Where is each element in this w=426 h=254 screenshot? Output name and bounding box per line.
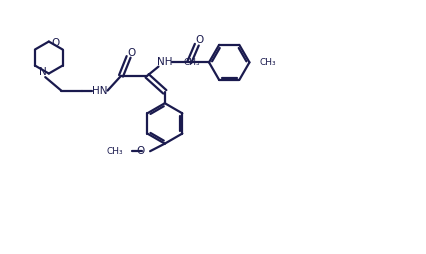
Text: N: N xyxy=(39,68,46,77)
Text: O: O xyxy=(137,146,145,156)
Text: O: O xyxy=(52,38,60,48)
Text: O: O xyxy=(196,36,204,45)
Text: O: O xyxy=(127,48,135,58)
Text: CH₃: CH₃ xyxy=(183,58,200,67)
Text: NH: NH xyxy=(157,57,173,67)
Text: CH₃: CH₃ xyxy=(260,58,276,67)
Text: CH₃: CH₃ xyxy=(106,147,123,156)
Text: HN: HN xyxy=(92,86,108,96)
